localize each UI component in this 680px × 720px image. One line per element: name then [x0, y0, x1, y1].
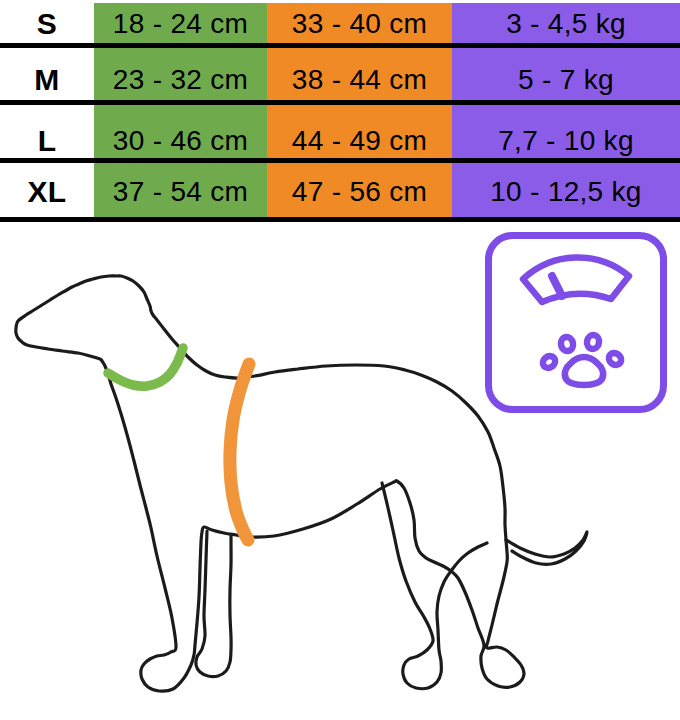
size-chart-table: S 18 - 24 cm 33 - 40 cm 3 - 4,5 kg M 23 …	[0, 0, 680, 222]
harness-strap-marker	[230, 364, 249, 540]
table-row: L 30 - 46 cm 44 - 49 cm 7,7 - 10 kg	[0, 105, 680, 163]
paw-icon	[540, 334, 623, 385]
neck-range-cell: 30 - 46 cm	[94, 105, 267, 158]
neck-range-cell: 23 - 32 cm	[94, 48, 267, 100]
table-row: XL 37 - 54 cm 47 - 56 cm 10 - 12,5 kg	[0, 163, 680, 222]
weight-range-cell: 5 - 7 kg	[452, 48, 680, 100]
dog-far-hind-leg-outline	[382, 483, 487, 689]
weight-range-cell: 3 - 4,5 kg	[452, 3, 680, 43]
size-cell: XL	[0, 163, 94, 217]
collar-marker	[108, 348, 183, 386]
neck-range-cell: 37 - 54 cm	[94, 163, 267, 217]
table-row: S 18 - 24 cm 33 - 40 cm 3 - 4,5 kg	[0, 3, 680, 48]
chest-range-cell: 44 - 49 cm	[267, 105, 452, 158]
table-row: M 23 - 32 cm 38 - 44 cm 5 - 7 kg	[0, 48, 680, 105]
weight-range-cell: 7,7 - 10 kg	[452, 105, 680, 158]
scale-gauge-icon	[523, 257, 629, 302]
chest-range-cell: 38 - 44 cm	[267, 48, 452, 100]
size-cell: L	[0, 105, 94, 158]
size-cell: S	[0, 3, 94, 43]
size-cell: M	[0, 48, 94, 100]
weight-range-cell: 10 - 12,5 kg	[452, 163, 680, 217]
neck-range-cell: 18 - 24 cm	[94, 3, 267, 43]
dog-body-outline	[16, 276, 524, 691]
chest-range-cell: 33 - 40 cm	[267, 3, 452, 43]
chest-range-cell: 47 - 56 cm	[267, 163, 452, 217]
dog-illustration	[0, 222, 680, 720]
dog-tail-outline	[506, 532, 587, 564]
